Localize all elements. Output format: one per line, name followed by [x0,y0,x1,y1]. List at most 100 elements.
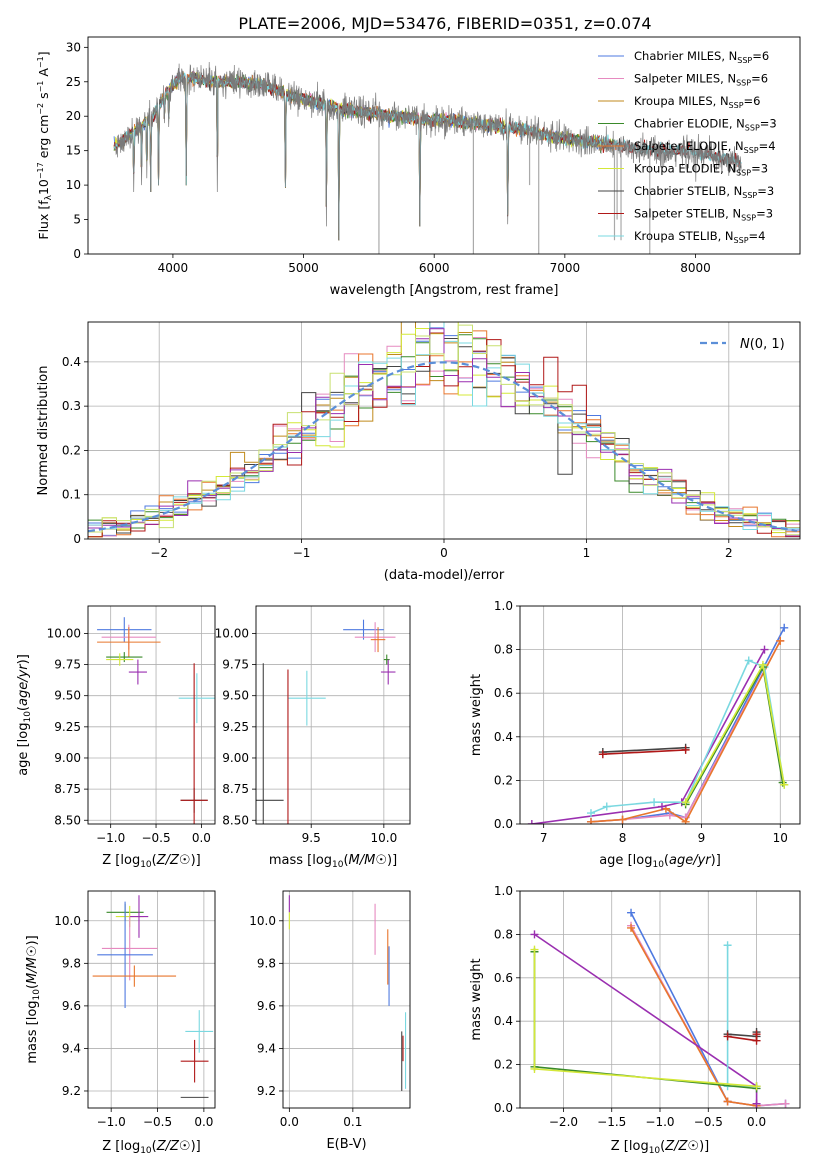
x-axis-label: age [log10(age/yr)] [599,853,721,870]
observed-spectrum [113,61,742,241]
plot-area [283,891,410,1108]
weight-marker-salp_stelib [598,750,607,759]
x-tick-label: −1 [293,546,311,560]
x-tick-label: 7000 [550,261,581,275]
legend-entry-chab_elodie: Chabrier ELODIE, NSSP=3 [634,117,777,133]
weight-marker-salp_elodie [776,636,785,645]
x-tick-label: 9 [698,831,706,845]
weight-marker-salp_miles [781,1099,790,1108]
weight-marker-krou_stelib [586,809,595,818]
legend-entry-krou_miles: Kroupa MILES, NSSP=6 [634,94,760,110]
axes-age_vs_Z: −1.0 −0.5 0.0 8.50 8.75 9.00 9.25 9.50 9.75 10.00… [16,605,216,870]
x-tick-label: −2.0 [549,1115,578,1129]
y-tick-label: 0.8 [494,927,513,941]
y-tick-label: 10.00 [47,626,81,640]
plot-area [256,606,410,824]
weight-line-krou_elodie [533,949,757,1088]
histogram-extra1 [88,328,800,537]
y-tick-label: 0.3 [62,399,81,413]
weight-line-chab_stelib [602,746,686,753]
y-tick-label: 9.8 [62,956,81,970]
y-tick-label: 10 [66,178,81,192]
x-axis-label: Z [log10(Z/Z☉)] [102,1139,200,1156]
legend-entry-salp_miles: Salpeter MILES, NSSP=6 [634,72,768,88]
weight-marker-krou_elodie [681,798,690,807]
weight-marker-extra1 [530,930,539,939]
x-axis-label-text: Z [log10(Z/Z☉)] [102,1139,200,1156]
x-axis-label: wavelength [Angstrom, rest frame] [330,283,559,298]
weight-marker-krou_elodie [530,945,539,954]
plot-area [520,891,800,1108]
model-spectrum-salp_elodie [113,72,617,241]
y-tick-label: 8.50 [222,813,249,827]
legend-entry-chab_stelib: Chabrier STELIB, NSSP=3 [634,184,774,200]
model-spectrum-chab_miles [113,71,618,241]
weight-marker-extra1 [760,645,769,654]
y-axis-label: mass weight [469,674,484,756]
model-spectrum-chab_elodie [113,73,617,241]
weight-marker-krou_stelib [650,798,659,807]
weight-marker-salp_elodie [723,1097,732,1106]
x-axis-label-text: Z [log10(Z/Z☉)] [611,1139,709,1156]
x-axis-label: mass [log10(M/M☉)] [269,853,397,870]
x-axis-label-text: Z [log10(Z/Z☉)] [102,853,200,870]
y-tick-label: 0.2 [494,1058,513,1072]
x-tick-label: 0.0 [194,1115,213,1129]
y-tick-label: 9.6 [62,999,81,1013]
y-tick-label: 8.75 [54,782,81,796]
axes-age_vs_mass: 9.5 10.0 8.50 8.75 9.00 9.25 9.50 9.75 10.00 mass… [215,605,411,870]
x-tick-label: 1 [583,546,591,560]
y-tick-label: 9.6 [257,999,276,1013]
x-tick-label: 0 [440,546,448,560]
model-spectrum-krou_miles [113,71,618,241]
model-spectrum-salp_miles [113,70,618,241]
y-tick-label: 9.00 [222,751,249,765]
y-tick-label: 9.50 [222,689,249,703]
weight-marker-salp_elodie [681,817,690,824]
weight-marker-salp_miles [665,811,674,820]
axes-frame [87,36,801,255]
x-tick-label: 0.1 [343,1115,362,1129]
weight-line-salp_stelib [602,749,686,755]
weight-marker-extra1 [657,802,666,811]
y-tick-label: 9.75 [54,658,81,672]
y-tick-label: 5 [73,213,81,227]
y-tick-label: 0.6 [494,686,513,700]
figure-title: PLATE=2006, MJD=53476, FIBERID=0351, z=0… [238,14,651,33]
y-tick-label: 0.0 [494,817,513,831]
y-tick-label: 10.0 [249,914,276,928]
x-tick-label: −1.0 [645,1115,674,1129]
legend-entry-salp_elodie: Salpeter ELODIE, NSSP=4 [634,139,776,155]
y-tick-label: 0.4 [494,1014,513,1028]
legend-entry-normal: N(0, 1) [740,337,785,352]
axes-frame [87,321,801,540]
weight-marker-krou_stelib [723,941,732,950]
model-spectrum-krou_elodie [113,71,618,241]
y-tick-label: 0.0 [494,1101,513,1115]
x-tick-label: −0.5 [694,1115,723,1129]
y-tick-label: 0 [73,247,81,261]
x-tick-label: −1.5 [597,1115,626,1129]
x-tick-label: 6000 [419,261,450,275]
axes-frame [519,890,801,1109]
x-axis-label: E(B-V) [326,1137,366,1152]
weight-line-extra1 [531,649,766,824]
axes-frame [519,605,801,825]
weight-marker-krou_stelib [744,656,753,665]
x-tick-label: 10.0 [370,831,397,845]
weight-marker-chab_miles [780,623,789,632]
x-tick-label: 2 [725,546,733,560]
y-tick-label: 0.2 [494,773,513,787]
plot-area [113,61,742,254]
y-tick-label: 0.4 [62,355,81,369]
y-tick-label: 8.75 [222,782,249,796]
y-tick-label: 15 [66,144,81,158]
axes-frame [282,890,411,1109]
x-tick-label: −1.0 [96,831,125,845]
y-tick-label: 1.0 [494,599,513,613]
axes-frame [87,605,216,825]
weight-marker-krou_elodie [780,780,789,789]
axes-residuals: −2 −1 0 1 2 0 0.1 0.2 0.3 0.4 (data-model)/error No… [36,321,801,583]
weight-marker-salp_elodie [586,817,595,824]
